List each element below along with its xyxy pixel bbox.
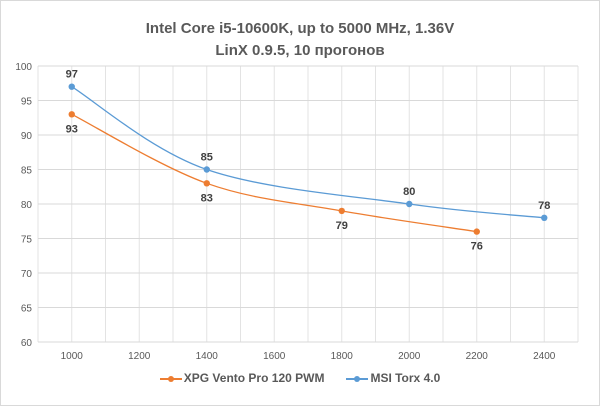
data-point (473, 228, 480, 235)
series-line-0 (71, 113, 477, 233)
series-line-1 (71, 86, 545, 219)
x-tick-label: 2400 (533, 351, 556, 362)
y-tick-label: 90 (21, 131, 33, 142)
data-point (68, 111, 75, 118)
data-label: 79 (336, 220, 348, 232)
y-tick-label: 80 (21, 200, 33, 211)
y-tick-label: 65 (21, 304, 33, 315)
data-point (203, 180, 210, 187)
y-tick-label: 100 (15, 62, 32, 73)
data-point (541, 214, 548, 221)
y-tick-label: 70 (21, 269, 33, 280)
chart-title: Intel Core i5-10600K, up to 5000 MHz, 1.… (145, 20, 455, 37)
x-tick-label: 1400 (196, 351, 219, 362)
legend-label: MSI Torx 4.0 (370, 371, 441, 385)
legend-item-1: MSI Torx 4.0 (346, 371, 440, 385)
chart-subtitle: LinX 0.9.5, 10 прогонов (215, 42, 385, 59)
x-tick-label: 2000 (398, 351, 421, 362)
data-label: 80 (403, 186, 415, 198)
data-label: 83 (201, 192, 213, 204)
y-tick-label: 85 (21, 166, 33, 177)
y-tick-label: 95 (21, 97, 33, 108)
y-tick-label: 75 (21, 235, 33, 246)
x-tick-label: 1200 (128, 351, 151, 362)
data-label: 97 (66, 69, 78, 81)
data-label: 78 (538, 200, 550, 212)
x-tick-label: 1000 (61, 351, 84, 362)
data-label: 85 (201, 152, 213, 164)
data-point (203, 166, 210, 173)
legend-marker-orange (159, 375, 182, 382)
data-point (406, 200, 413, 208)
legend-label: XPG Vento Pro 120 PWM (183, 371, 325, 385)
x-tick-label: 1800 (331, 351, 354, 362)
legend-item-0: XPG Vento Pro 120 PWM (159, 371, 325, 385)
x-tick-label: 2200 (466, 351, 489, 362)
x-tick-label: 1600 (263, 351, 286, 362)
data-label: 93 (66, 123, 78, 135)
data-label: 76 (471, 241, 483, 253)
data-point (338, 207, 345, 215)
y-tick-label: 60 (21, 338, 33, 349)
legend: XPG Vento Pro 120 PWM MSI Torx 4.0 (1, 371, 599, 385)
legend-marker-blue (346, 375, 369, 382)
data-point (68, 83, 75, 90)
